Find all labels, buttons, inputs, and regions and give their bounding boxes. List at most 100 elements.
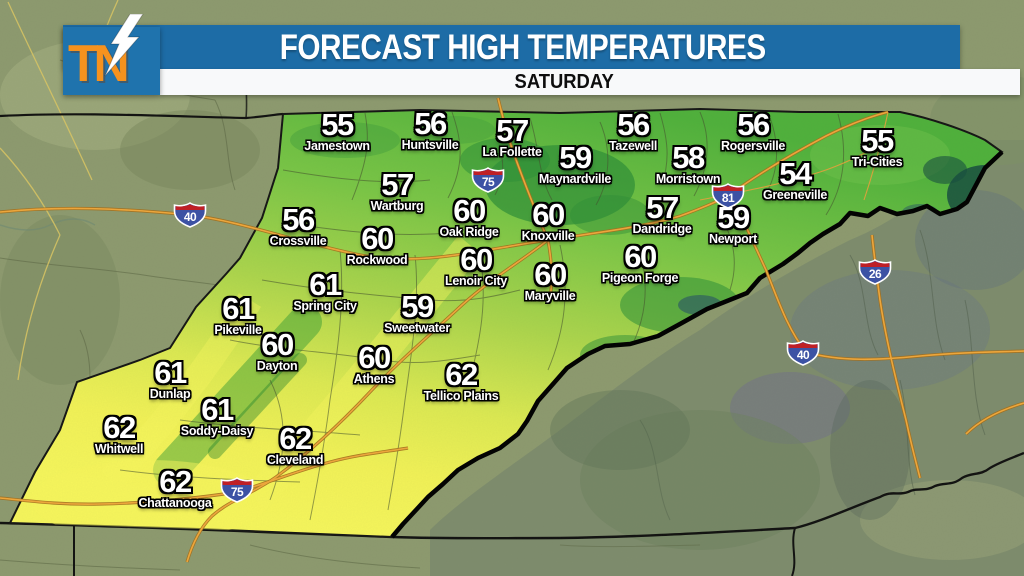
city-name: Dunlap [149,387,191,401]
interstate-26-shield: 26 [858,259,892,285]
interstate-number: 40 [183,210,197,224]
city-label: 58 Morristown [656,140,721,186]
city-temp: 61 [222,291,255,326]
page-title: FORECAST HIGH TEMPERATURES [280,26,767,67]
city-temp: 56 [737,107,770,142]
interstate-shield-icon [858,259,892,285]
city-label: 60 Rockwood [346,221,408,267]
city-label: 57 Dandridge [632,190,692,236]
city-label: 60 Dayton [256,327,298,373]
banner-title-bar: FORECAST HIGH TEMPERATURES [63,25,960,69]
city-label: 61 Pikeville [214,291,262,337]
city-label: 59 Newport [709,202,757,246]
city-label: 61 Dunlap [149,355,191,401]
interstate-number: 40 [796,348,810,362]
city-temp: 62 [445,357,478,392]
city-name: Jamestown [304,139,370,153]
city-temp: 57 [496,113,529,148]
city-label: 59 Maynardville [538,140,612,186]
city-name: Dayton [256,359,298,373]
city-label: 60 Oak Ridge [439,193,499,239]
interstate-40-shield: 40 [173,202,207,228]
city-name: Pigeon Forge [601,271,679,285]
city-temp: 61 [201,392,234,427]
city-temp: 62 [159,464,192,499]
city-temp: 60 [358,340,391,375]
city-name: Dandridge [632,222,692,236]
city-name: Wartburg [370,199,424,213]
header-banner: FORECAST HIGH TEMPERATURES SATURDAY TN [63,14,1020,95]
station-logo: TN [63,14,160,95]
city-label: 62 Chattanooga [138,464,212,510]
city-name: Whitwell [94,442,144,456]
city-temp: 61 [154,355,187,390]
city-name: Cleveland [266,453,324,467]
city-name: Rogersville [720,139,786,153]
city-temp: 58 [672,140,705,175]
city-temp: 56 [282,202,315,237]
city-name: Tazewell [608,139,658,153]
city-label: 57 La Follette [482,113,542,159]
city-label: 62 Cleveland [266,423,324,467]
city-name: Soddy-Daisy [180,424,254,438]
city-label: 59 Sweetwater [384,289,450,335]
city-temp: 61 [309,267,342,302]
city-name: Tellico Plains [423,389,499,403]
city-temp: 62 [103,410,136,445]
city-temp: 56 [414,106,447,141]
city-temp: 54 [779,156,812,191]
city-label: 60 Athens [353,340,395,386]
city-name: Athens [353,372,395,386]
city-label: 54 Greeneville [762,156,828,202]
city-name: Newport [709,232,757,246]
banner-subtitle-bar: SATURDAY [160,69,1020,95]
city-temp: 57 [646,190,679,225]
interstate-shield-icon [220,477,254,503]
city-temp: 60 [453,193,486,228]
city-temp: 59 [559,140,592,175]
city-name: Rockwood [346,253,408,267]
city-temp: 60 [534,257,567,292]
city-temp: 60 [460,242,493,277]
city-name: Maynardville [538,172,612,186]
city-name: Sweetwater [384,321,450,335]
forecast-day-label: SATURDAY [514,70,614,93]
city-name: La Follette [482,145,542,159]
city-name: Tri-Cities [851,155,903,169]
city-name: Crossville [269,234,327,248]
interstate-75-shield: 75 [471,167,505,193]
city-name: Greeneville [762,188,828,202]
city-label: 57 Wartburg [370,167,424,213]
city-label: 61 Soddy-Daisy [180,392,254,438]
city-name: Maryville [524,289,576,303]
city-name: Spring City [293,299,357,313]
city-label: 61 Spring City [293,267,357,313]
city-temp: 55 [861,123,894,158]
city-temp: 60 [532,197,565,232]
city-name: Huntsville [401,138,459,152]
interstate-40-shield: 40 [786,340,820,366]
city-temp: 60 [261,327,294,362]
city-label: 55 Jamestown [304,109,370,153]
interstate-number: 75 [230,485,244,499]
interstate-81-shield: 81 [711,183,745,209]
city-temp: 60 [361,221,394,256]
city-label: 56 Tazewell [608,109,658,153]
city-label: 56 Rogersville [720,107,786,153]
city-name: Pikeville [214,323,262,337]
city-label: 56 Crossville [269,202,327,248]
city-label: 62 Whitwell [94,410,144,456]
city-temp: 57 [381,167,414,202]
interstate-shield-icon [711,183,745,209]
city-label: 62 Tellico Plains [423,357,499,403]
city-name: Oak Ridge [439,225,499,239]
interstate-number: 26 [868,267,882,281]
city-temp: 59 [401,289,434,324]
interstate-number: 81 [721,191,735,205]
city-label: 60 Knoxville [522,197,575,243]
city-name: Chattanooga [138,496,212,510]
